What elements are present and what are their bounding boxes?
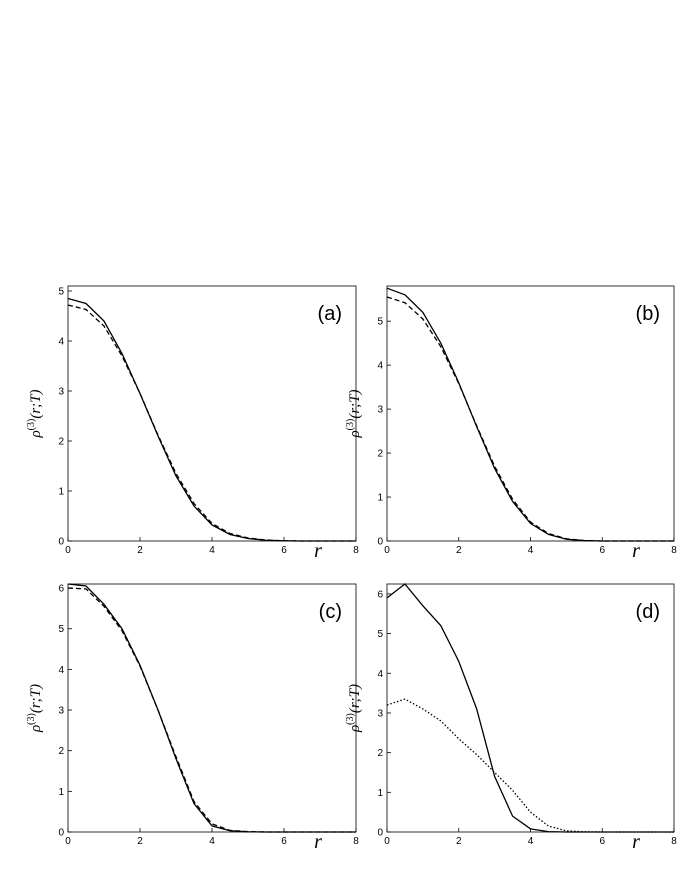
y-label-args: (r;T) [28,389,44,418]
y-tick-label: 3 [58,387,64,398]
y-label-args: (r;T) [28,684,44,713]
panel: 0 2 4 6 8 0 1 2 3 4 5 6 (d) r ρ(3)(r;T) [345,583,677,853]
y-tick-label: 0 [58,537,64,548]
y-tick-label: 3 [377,405,383,416]
series-line [67,583,356,833]
y-tick-label: 5 [377,629,383,640]
y-tick-label: 2 [377,748,383,759]
y-label-superscript: (3) [345,713,356,725]
x-tick-label: 2 [137,836,143,847]
y-tick-label: 3 [377,708,383,719]
y-tick-label: 2 [58,746,64,757]
y-tick-label: 6 [58,584,64,595]
panel-label: (d) [636,601,660,623]
y-tick-label: 0 [58,828,64,839]
series-line [386,698,674,833]
x-tick-label: 2 [137,545,143,556]
y-axis-label: ρ(3)(r;T) [26,684,44,733]
y-label-superscript: (3) [26,713,37,725]
panel-label: (b) [636,303,660,325]
y-tick-label: 0 [377,828,383,839]
x-tick-label: 4 [528,836,534,847]
x-tick-label: 4 [209,836,215,847]
x-axis-label: r [314,540,322,562]
x-tick-label: 2 [456,545,462,556]
y-tick-label: 4 [58,665,64,676]
y-label-args: (r;T) [347,684,363,713]
x-axis-label: r [314,831,322,853]
x-tick-label: 0 [65,545,71,556]
x-tick-label: 6 [599,545,605,556]
y-label-symbol: ρ [347,725,363,733]
series-line [67,304,356,542]
plot-frame [67,583,357,833]
panel: 0 2 4 6 8 0 1 2 3 4 5 (b) r ρ(3)(r;T) [345,285,677,562]
y-tick-label: 5 [377,317,383,328]
y-axis-label: ρ(3)(r;T) [345,389,363,438]
y-tick-label: 1 [377,493,383,504]
y-label-symbol: ρ [28,430,44,438]
x-tick-label: 8 [671,836,677,847]
y-axis-label: ρ(3)(r;T) [26,389,44,438]
y-tick-label: 5 [58,287,64,298]
x-tick-label: 2 [456,836,462,847]
x-tick-label: 6 [281,545,287,556]
series-line [386,583,674,833]
x-tick-label: 6 [599,836,605,847]
x-tick-label: 8 [671,545,677,556]
x-axis-label: r [632,540,640,562]
y-tick-label: 2 [58,437,64,448]
series-line [67,297,356,542]
y-label-args: (r;T) [347,389,363,418]
series-line [67,587,356,833]
x-tick-label: 8 [353,836,359,847]
y-tick-label: 6 [377,589,383,600]
y-tick-label: 4 [377,361,383,372]
y-tick-label: 5 [58,624,64,635]
x-tick-label: 0 [384,836,390,847]
plot-frame [67,285,357,542]
x-tick-label: 4 [209,545,215,556]
x-axis-label: r [632,831,640,853]
x-tick-label: 0 [384,545,390,556]
y-tick-label: 0 [377,537,383,548]
y-label-symbol: ρ [28,725,44,733]
y-label-superscript: (3) [26,419,37,431]
x-tick-label: 6 [281,836,287,847]
y-tick-label: 2 [377,449,383,460]
y-axis-label: ρ(3)(r;T) [345,684,363,733]
x-tick-label: 8 [353,545,359,556]
panel-label: (c) [319,601,342,623]
y-tick-label: 1 [58,787,64,798]
series-line [386,287,674,542]
y-tick-label: 4 [377,669,383,680]
plot-frame [386,583,675,833]
x-tick-label: 0 [65,836,71,847]
y-label-superscript: (3) [345,419,356,431]
x-tick-label: 4 [528,545,534,556]
y-tick-label: 4 [58,337,64,348]
y-tick-label: 1 [377,788,383,799]
series-line [386,296,674,542]
y-tick-label: 1 [58,487,64,498]
y-tick-label: 3 [58,706,64,717]
panel-label: (a) [318,303,342,325]
y-label-symbol: ρ [347,430,363,438]
